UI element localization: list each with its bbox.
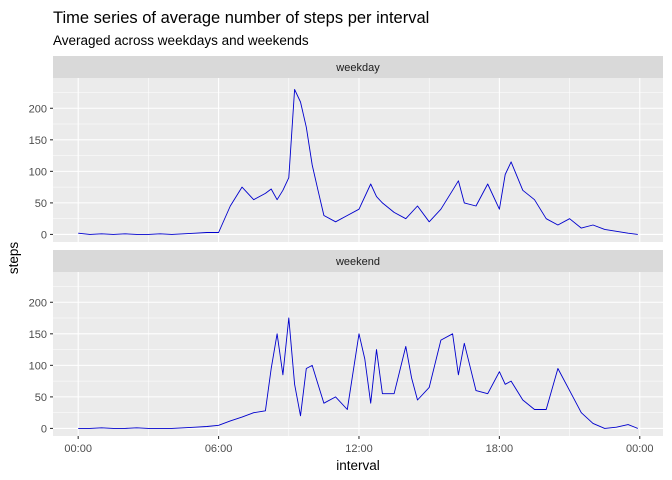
y-tick-label: 50 xyxy=(35,198,47,210)
chart-title: Time series of average number of steps p… xyxy=(53,9,429,27)
x-tick-label: 00:00 xyxy=(64,443,92,455)
y-tick-label: 150 xyxy=(29,135,47,147)
strip-label-weekday: weekday xyxy=(335,62,380,74)
panel-weekday: weekday 0 50 100 150 200 xyxy=(29,56,663,242)
y-tick-label: 150 xyxy=(29,329,47,341)
x-tick-label: 06:00 xyxy=(205,443,233,455)
gridlines-weekday xyxy=(53,78,663,242)
strip-weekend xyxy=(53,250,663,272)
strip-weekday xyxy=(53,56,663,78)
chart-subtitle: Averaged across weekdays and weekends xyxy=(53,33,309,48)
y-tick-label: 50 xyxy=(35,392,47,404)
y-tick-label: 100 xyxy=(29,166,47,178)
strip-label-weekend: weekend xyxy=(335,256,380,268)
x-tick-label: 00:00 xyxy=(626,443,654,455)
x-tick-label: 18:00 xyxy=(486,443,514,455)
y-axis-title: steps xyxy=(6,242,21,275)
plot-area-weekday xyxy=(53,78,663,242)
y-tick-label: 200 xyxy=(29,297,47,309)
plot-area-weekend xyxy=(53,272,663,436)
y-tick-label: 100 xyxy=(29,360,47,372)
x-tick-label: 12:00 xyxy=(345,443,373,455)
y-axis-weekday: 0 50 100 150 200 xyxy=(29,103,53,241)
y-tick-label: 200 xyxy=(29,103,47,115)
x-axis-title: interval xyxy=(336,458,380,473)
gridlines-weekend xyxy=(53,272,663,436)
y-tick-label: 0 xyxy=(41,423,47,435)
panel-weekend: weekend 0 50 100 150 200 xyxy=(29,250,663,436)
y-tick-label: 0 xyxy=(41,229,47,241)
steps-line-weekday xyxy=(78,88,638,235)
y-axis-weekend: 0 50 100 150 200 xyxy=(29,297,53,435)
steps-line-weekend xyxy=(78,317,638,429)
x-axis: 00:00 06:00 12:00 18:00 00:00 xyxy=(64,436,654,455)
